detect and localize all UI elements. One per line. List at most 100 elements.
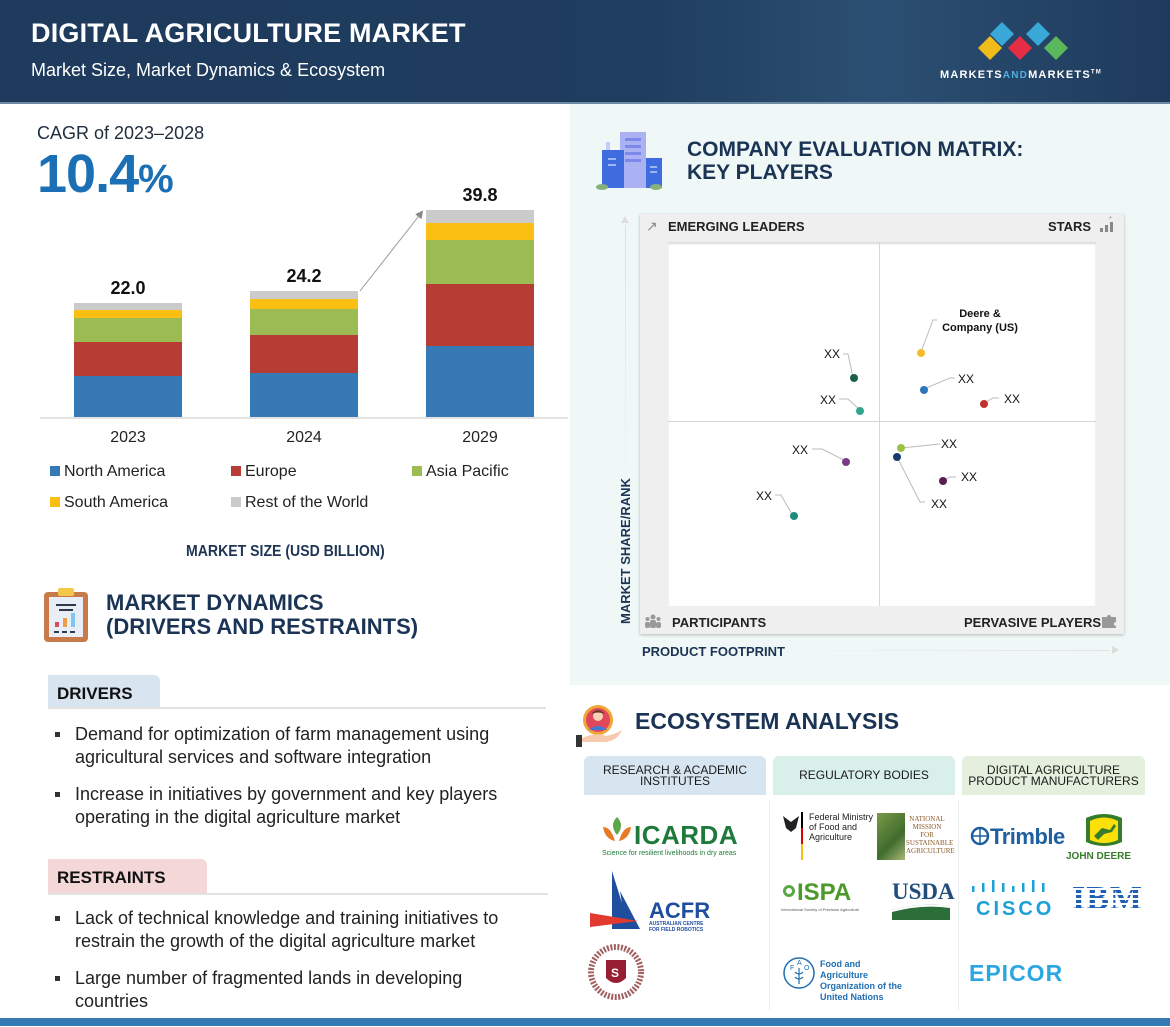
logo-usda: USDA (892, 879, 955, 904)
quadrant-participants: PARTICIPANTS (672, 615, 767, 630)
point-label: XX (941, 437, 958, 451)
point-label: XX (756, 489, 773, 503)
ecosystem-title: ECOSYSTEM ANALYSIS (635, 708, 900, 734)
point-label: XX (824, 347, 841, 361)
logo-cisco: CISCO (976, 898, 1055, 920)
legend-north-america: North America (50, 463, 165, 481)
y-axis-label: MARKET SHARE/RANK (618, 478, 633, 624)
x-axis-line (800, 650, 1110, 651)
ecosystem-column-regulatory: REGULATORY BODIES (773, 756, 955, 795)
legend-rest-of-world: Rest of the World (231, 494, 368, 512)
legend-swatch (412, 466, 422, 476)
point-label: XX (792, 443, 809, 457)
stacked-bar-2023 (74, 303, 182, 417)
quadrant-stars: STARS (1048, 219, 1092, 234)
german-eagle-icon (783, 812, 803, 860)
restraint-item: Large number of fragmented lands in deve… (48, 967, 518, 1013)
header-banner (0, 0, 1170, 104)
y-axis-arrow-icon (621, 216, 629, 223)
drivers-list: Demand for optimization of farm manageme… (48, 723, 518, 843)
matrix-point[interactable] (850, 374, 858, 382)
matrix-title: COMPANY EVALUATION MATRIX: KEY PLAYERS (687, 138, 1024, 184)
drivers-divider (48, 707, 546, 709)
logo-john-deere: JOHN DEERE (1066, 851, 1132, 862)
brand-logo-icon (978, 22, 1068, 60)
chart-baseline (40, 417, 568, 419)
bar-segment-rest-of-the-world (250, 291, 358, 299)
bar-segment-north-america (250, 372, 358, 417)
bar-segment-south-america (74, 310, 182, 319)
people-group-icon (645, 614, 661, 628)
matrix-point[interactable] (920, 386, 928, 394)
hand-person-icon (576, 705, 622, 747)
x-axis-tick-label: 2023 (110, 429, 146, 446)
logo-icarda-tagline: Science for resilient livelihoods in dry… (602, 850, 737, 857)
matrix-point[interactable] (939, 477, 947, 485)
logo-trimble: Trimble (990, 824, 1065, 849)
matrix-point[interactable] (842, 458, 850, 466)
logo-federal-ministry: Federal Ministry of Food and Agriculture (809, 812, 874, 842)
bar-segment-north-america (426, 346, 534, 417)
x-axis-label: PRODUCT FOOTPRINT (642, 644, 785, 659)
driver-item: Increase in initiatives by government an… (48, 783, 518, 829)
restraints-tag: RESTRAINTS (48, 859, 207, 894)
svg-text:A: A (797, 960, 802, 967)
quadrant-pervasive-players: PERVASIVE PLAYERS (964, 615, 1102, 630)
matrix-point[interactable] (893, 453, 901, 461)
logo-nmsa: NATIONAL MISSION FOR SUSTAINABLE AGRICUL… (906, 815, 955, 855)
cpaas-seal-icon: S (588, 944, 644, 1000)
drivers-tag: DRIVERS (48, 675, 160, 707)
matrix-point[interactable] (897, 444, 905, 452)
y-axis-line (625, 225, 626, 485)
matrix-point[interactable] (790, 512, 798, 520)
matrix-point[interactable] (856, 407, 864, 415)
bar-segment-europe (250, 334, 358, 373)
market-dynamics-title: MARKET DYNAMICS (DRIVERS AND RESTRAINTS) (106, 590, 419, 639)
bar-total-label: 22.0 (110, 278, 146, 299)
matrix-point[interactable] (980, 400, 988, 408)
acfr-sail-icon (590, 871, 640, 929)
driver-item: Demand for optimization of farm manageme… (48, 723, 518, 769)
cisco-bars-icon (972, 880, 1045, 892)
matrix-horizontal-divider (668, 421, 1096, 422)
bar-segment-south-america (426, 223, 534, 241)
logo-icarda: ICARDA (634, 820, 739, 850)
puzzle-icon (1102, 615, 1116, 628)
bar-segment-rest-of-the-world (74, 303, 182, 311)
legend-swatch (231, 497, 241, 507)
matrix-plot-area (668, 242, 1096, 606)
cagr-label: CAGR of 2023–2028 (37, 123, 205, 143)
footer-bar (0, 1018, 1170, 1026)
cagr-value: 10.4% (37, 144, 174, 204)
svg-text:F: F (790, 965, 794, 972)
point-label: XX (961, 470, 978, 484)
john-deere-deer-icon (1086, 814, 1122, 846)
legend-europe: Europe (231, 463, 297, 481)
ispa-globe-icon (783, 885, 795, 897)
point-label: XX (1004, 392, 1021, 406)
bar-segment-asia-pacific (250, 308, 358, 335)
svg-text:*: * (1109, 216, 1112, 223)
legend-swatch (50, 466, 60, 476)
restraint-item: Lack of technical knowledge and training… (48, 907, 518, 953)
logo-epicor: EPICOR (969, 960, 1064, 986)
bar-segment-asia-pacific (74, 318, 182, 343)
bar-segment-europe (74, 342, 182, 376)
trimble-globe-icon (970, 826, 990, 846)
trending-up-icon: ↗ (646, 218, 658, 234)
star-bars-icon: * (1100, 216, 1113, 232)
fao-emblem-icon: FAO (783, 957, 815, 989)
legend-swatch (50, 497, 60, 507)
ecosystem-column-manufacturers: DIGITAL AGRICULTURE PRODUCT MANUFACTURER… (962, 756, 1145, 795)
logo-acfr-subtitle: AUSTRALIAN CENTRE FOR FIELD ROBOTICS (649, 921, 704, 933)
matrix-point-deere[interactable] (917, 349, 925, 357)
page-subtitle: Market Size, Market Dynamics & Ecosystem (31, 60, 386, 80)
stacked-bar-2024 (250, 291, 358, 417)
clipboard-chart-icon (44, 588, 88, 642)
bar-segment-europe (426, 284, 534, 347)
ecosystem-column-research: RESEARCH & ACADEMIC INSTITUTES (584, 756, 766, 795)
bar-segment-south-america (250, 298, 358, 309)
building-icon (596, 132, 662, 190)
nmsa-image (877, 813, 905, 860)
x-axis-tick-label: 2029 (462, 429, 498, 446)
